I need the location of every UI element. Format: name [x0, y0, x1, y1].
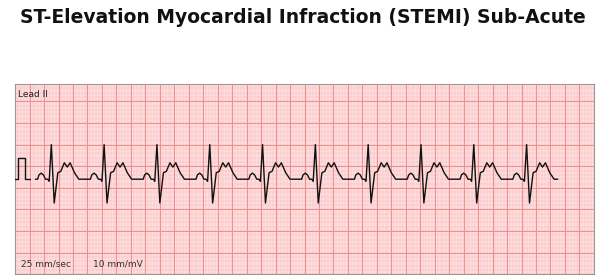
Text: ST-Elevation Myocardial Infraction (STEMI) Sub-Acute: ST-Elevation Myocardial Infraction (STEM…	[20, 8, 586, 27]
Text: Lead II: Lead II	[18, 90, 48, 99]
Text: 10 mm/mV: 10 mm/mV	[93, 260, 143, 269]
Text: 25 mm/sec: 25 mm/sec	[21, 260, 71, 269]
